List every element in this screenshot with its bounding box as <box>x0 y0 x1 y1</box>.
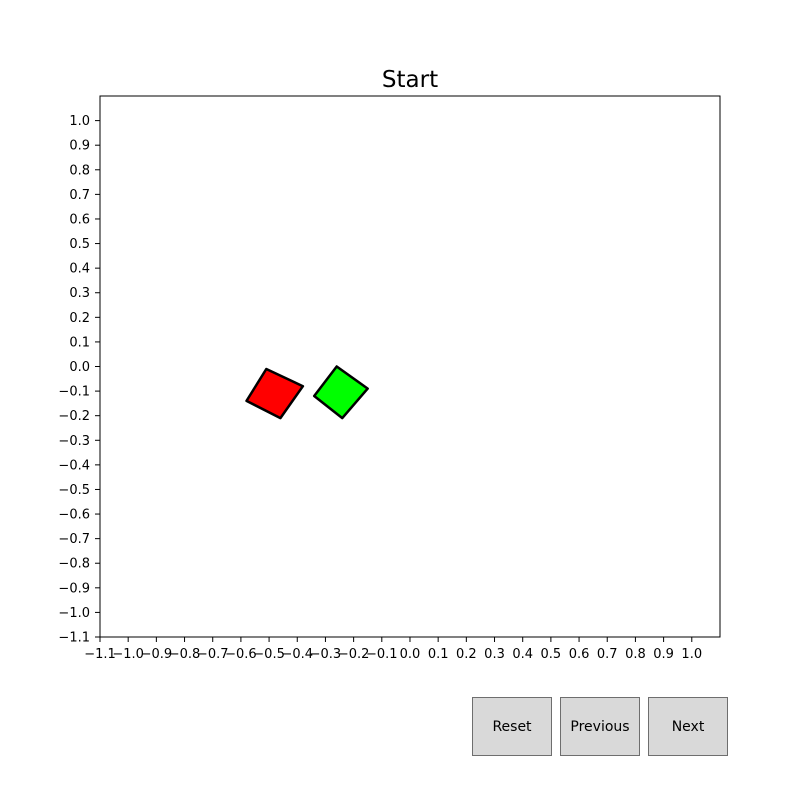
chart-title: Start <box>382 67 438 93</box>
y-tick-label: 0.3 <box>69 286 90 301</box>
y-tick-label: 0.4 <box>69 262 90 277</box>
x-tick-label: 0.4 <box>512 647 533 662</box>
y-tick-label: −0.6 <box>58 508 90 523</box>
x-tick-label: 0.5 <box>541 647 562 662</box>
y-tick-label: −0.9 <box>58 581 90 596</box>
x-tick-label: 0.6 <box>569 647 590 662</box>
x-tick-label: −0.4 <box>281 647 313 662</box>
reset-button[interactable]: Reset <box>472 697 552 756</box>
y-tick-label: 0.0 <box>69 360 90 375</box>
x-tick-label: 0.3 <box>484 647 505 662</box>
y-tick-label: −1.0 <box>58 606 90 621</box>
x-tick-label: −0.1 <box>366 647 398 662</box>
x-tick-label: 0.0 <box>400 647 421 662</box>
y-tick-label: −1.1 <box>58 631 90 646</box>
x-tick-label: −0.5 <box>253 647 285 662</box>
y-tick-label: −0.1 <box>58 385 90 400</box>
x-tick-label: 0.7 <box>597 647 618 662</box>
next-button[interactable]: Next <box>648 697 728 756</box>
shapes-layer <box>245 365 369 420</box>
plot-area <box>99 95 721 638</box>
x-tick-label: 0.2 <box>456 647 477 662</box>
x-tick-label: −0.2 <box>338 647 370 662</box>
y-tick-label: 0.8 <box>69 163 90 178</box>
y-axis: −1.1 −1.0 −0.9 −0.8 −0.7 −0.6 −0.5 −0.4 −0.3 −0.2… <box>58 114 100 646</box>
y-tick-label: 0.1 <box>69 335 90 350</box>
previous-button[interactable]: Previous <box>560 697 640 756</box>
y-tick-label: 0.5 <box>69 237 90 252</box>
y-tick-label: −0.8 <box>58 557 90 572</box>
x-tick-label: −0.6 <box>225 647 257 662</box>
x-tick-label: −1.0 <box>112 647 144 662</box>
y-tick-label: −0.4 <box>58 458 90 473</box>
y-tick-label: 1.0 <box>69 114 90 129</box>
y-tick-label: −0.3 <box>58 434 90 449</box>
x-tick-label: 1.0 <box>681 647 702 662</box>
y-tick-label: −0.2 <box>58 409 90 424</box>
y-tick-label: 0.9 <box>69 139 90 154</box>
x-axis: −1.1−1.0−0.9−0.8−0.7−0.6−0.5−0.4−0.3−0.2… <box>84 637 702 662</box>
x-tick-label: −0.9 <box>141 647 173 662</box>
x-tick-label: 0.8 <box>625 647 646 662</box>
y-tick-label: 0.2 <box>69 311 90 326</box>
x-tick-label: −1.1 <box>84 647 116 662</box>
y-tick-label: −0.7 <box>58 532 90 547</box>
x-tick-label: −0.7 <box>197 647 229 662</box>
x-tick-label: 0.9 <box>653 647 674 662</box>
y-tick-label: −0.5 <box>58 483 90 498</box>
x-tick-label: −0.3 <box>310 647 342 662</box>
y-tick-label: 0.6 <box>69 212 90 227</box>
y-tick-label: 0.7 <box>69 188 90 203</box>
red-square <box>245 367 305 420</box>
x-tick-label: 0.1 <box>428 647 449 662</box>
x-tick-label: −0.8 <box>169 647 201 662</box>
green-square <box>312 365 369 420</box>
